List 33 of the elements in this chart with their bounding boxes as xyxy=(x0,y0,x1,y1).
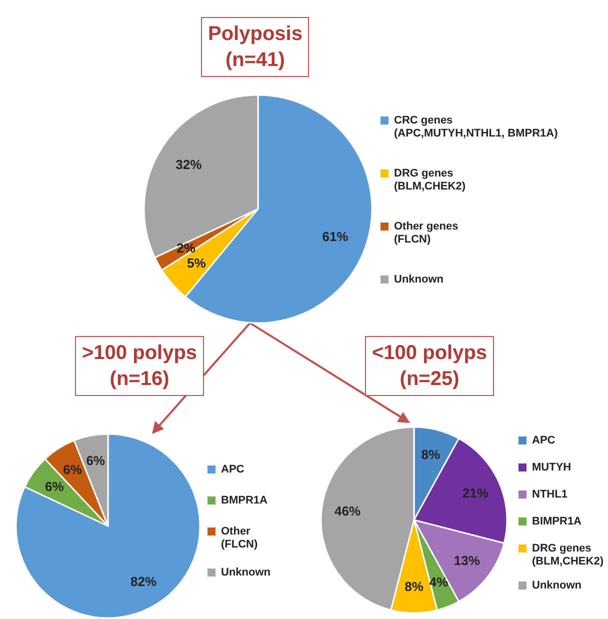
chart-title: <100 polyps xyxy=(372,341,488,366)
legend-label: BMPR1A xyxy=(221,494,268,506)
legend-label: Other genes (FLCN) xyxy=(394,220,458,246)
data-label: 82% xyxy=(130,574,157,589)
pie-slice xyxy=(15,433,201,619)
data-label: 6% xyxy=(45,479,64,494)
chart-subtitle: (n=25) xyxy=(398,367,460,392)
legend-label: DRG genes (BLM,CHEK2) xyxy=(394,168,466,192)
data-label: 8% xyxy=(404,578,424,594)
legend-label: Unknown xyxy=(221,566,271,578)
chart-title: Polyposis xyxy=(208,22,302,47)
legend-label: APC xyxy=(221,464,244,476)
legend-label: DRG genes (BLM,CHEK2) xyxy=(532,542,604,568)
legend-label: MUTYH xyxy=(532,462,572,474)
data-label: 13% xyxy=(454,553,480,568)
data-label: 5% xyxy=(187,255,206,270)
chart-subtitle: (n=41) xyxy=(224,48,286,73)
legend-label: NTHL1 xyxy=(532,488,568,500)
legend-label: CRC genes (APC,MUTYH,NTHL1, BMPR1A) xyxy=(394,114,558,140)
data-label: 61% xyxy=(322,228,349,244)
data-label: 8% xyxy=(421,447,440,462)
data-label: 32% xyxy=(176,157,202,172)
legend-label: APC xyxy=(532,434,556,446)
data-label: 6% xyxy=(63,462,82,478)
legend-label: BIMPR1A xyxy=(532,516,582,528)
legend-label: Unknown xyxy=(394,274,444,286)
data-label: 6% xyxy=(86,452,106,468)
data-label: 21% xyxy=(462,485,489,500)
legend-label: Unknown xyxy=(532,580,582,592)
legend-label: Other (FLCN) xyxy=(221,526,258,550)
chart-title: >100 polyps xyxy=(82,341,198,366)
data-label: 46% xyxy=(334,504,362,519)
chart-subtitle: (n=16) xyxy=(108,367,170,392)
